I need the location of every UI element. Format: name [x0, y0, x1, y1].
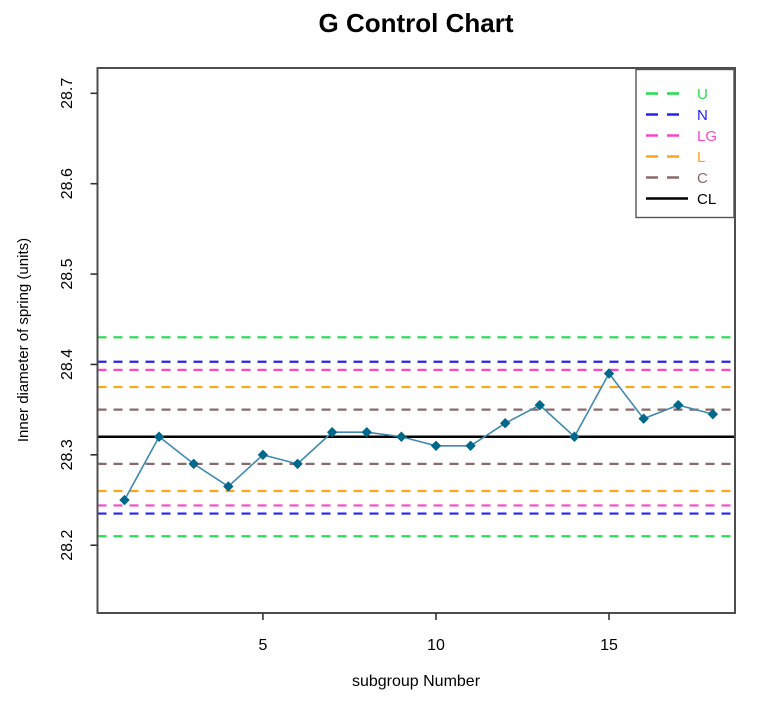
legend-label-U: U: [697, 86, 708, 103]
data-point-4: [223, 481, 234, 492]
data-point-7: [326, 427, 338, 438]
y-tick-label: 28.3: [59, 439, 76, 470]
legend-label-LG: LG: [697, 128, 717, 145]
data-point-15: [603, 368, 615, 379]
legend-label-C: C: [697, 170, 708, 187]
data-point-16: [638, 413, 649, 424]
data-point-17: [673, 399, 684, 411]
data-point-3: [188, 458, 199, 470]
data-point-12: [499, 417, 511, 429]
legend-label-L: L: [697, 149, 705, 166]
x-tick-label: 5: [258, 637, 267, 654]
y-tick-label: 28.6: [59, 168, 76, 199]
data-point-5: [257, 449, 269, 461]
legend-box: [635, 68, 735, 219]
x-tick-label: 15: [600, 637, 618, 654]
x-tick-label: 10: [427, 637, 445, 654]
data-point-13: [534, 399, 546, 411]
data-point-14: [569, 431, 580, 442]
y-tick-label: 28.5: [59, 258, 76, 289]
plot-frame: [96, 67, 736, 614]
y-tick-label: 28.4: [59, 349, 76, 380]
x-axis-label: subgroup Number: [351, 673, 481, 690]
data-point-8: [361, 427, 372, 438]
data-point-10: [430, 440, 442, 451]
data-point-9: [396, 431, 407, 442]
data-point-11: [465, 440, 476, 451]
data-point-2: [153, 431, 165, 442]
data-point-6: [292, 458, 303, 470]
data-point-1: [119, 494, 130, 506]
data-point-18: [707, 408, 719, 420]
y-tick-label: 28.7: [59, 78, 76, 109]
legend-label-N: N: [697, 107, 708, 124]
y-tick-label: 28.2: [59, 530, 76, 561]
series-line: [123, 372, 714, 501]
legend-label-CL: CL: [697, 191, 716, 208]
chart-title: G Control Chart: [318, 8, 514, 38]
